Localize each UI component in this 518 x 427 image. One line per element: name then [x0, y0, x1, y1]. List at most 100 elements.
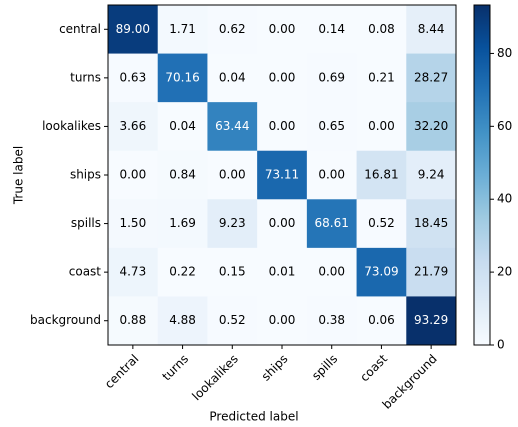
heatmap-cell: [406, 150, 457, 200]
cell-label: 0.21: [368, 70, 395, 84]
cell-label: 63.44: [215, 119, 249, 133]
cell-label: 0.00: [269, 216, 296, 230]
y-tick-label: background: [30, 313, 101, 327]
x-tick-label: lookalikes: [189, 352, 241, 404]
heatmap-cell: [306, 53, 358, 103]
y-tick-label: ships: [70, 168, 101, 182]
y-tick-label: coast: [69, 265, 102, 279]
cell-label: 0.06: [368, 313, 395, 327]
heatmap-cell: [406, 296, 457, 346]
heatmap-cell: [356, 102, 407, 152]
cell-label: 0.04: [219, 70, 246, 84]
heatmap-cell: [207, 296, 258, 346]
heatmap-cell: [257, 296, 308, 346]
cell-label: 1.69: [169, 216, 196, 230]
heatmap-cell: [207, 150, 258, 200]
cell-label: 0.88: [119, 313, 146, 327]
heatmap-cell: [207, 5, 258, 55]
y-tick-label: spills: [71, 216, 101, 230]
cell-label: 0.62: [219, 22, 246, 36]
cell-label: 28.27: [414, 70, 448, 84]
cell-label: 0.38: [318, 313, 345, 327]
heatmap-cell: [406, 102, 457, 152]
x-tick-label: ships: [259, 352, 291, 384]
heatmap-cell: [406, 199, 457, 249]
x-tick-label: central: [102, 352, 142, 392]
cell-label: 0.01: [269, 265, 296, 279]
cell-label: 3.66: [119, 119, 146, 133]
heatmap-cell: [157, 5, 208, 55]
heatmap-cell: [306, 5, 358, 55]
x-tick-label: turns: [159, 352, 191, 384]
heatmap-cell: [108, 247, 159, 297]
y-tick-label: turns: [70, 70, 101, 84]
heatmap-cell: [257, 199, 308, 249]
cell-label: 0.04: [169, 119, 196, 133]
cell-label: 0.22: [169, 265, 196, 279]
heatmap-cell: [108, 296, 159, 346]
y-tick-label: central: [59, 22, 101, 36]
cell-label: 9.23: [219, 216, 246, 230]
heatmap-cell: [207, 199, 258, 249]
heatmap-cell: [306, 199, 358, 249]
heatmap-cell: [257, 150, 308, 200]
colorbar-tick-label: 20: [497, 265, 512, 279]
cell-label: 0.00: [269, 119, 296, 133]
cell-label: 0.63: [119, 70, 146, 84]
cell-label: 1.50: [119, 216, 146, 230]
heatmap-cell: [406, 53, 457, 103]
cell-label: 0.08: [368, 22, 395, 36]
cell-label: 89.00: [116, 22, 150, 36]
colorbar-tick-label: 40: [497, 192, 512, 206]
heatmap-cell: [257, 53, 308, 103]
cell-label: 0.14: [318, 22, 345, 36]
cell-label: 8.44: [418, 22, 445, 36]
cell-label: 68.61: [315, 216, 349, 230]
heatmap-cell: [157, 247, 208, 297]
heatmap-cell: [207, 102, 258, 152]
heatmap-cell: [157, 102, 208, 152]
x-axis-label: Predicted label: [209, 410, 298, 424]
cell-label: 73.11: [265, 168, 299, 182]
cell-label: 16.81: [364, 168, 398, 182]
heatmap-cell: [306, 102, 358, 152]
heatmap-cell: [157, 199, 208, 249]
heatmap-cell: [356, 53, 407, 103]
heatmap-cell: [356, 247, 407, 297]
heatmap-cell: [157, 150, 208, 200]
cell-label: 4.73: [119, 265, 146, 279]
colorbar-tick-label: 0: [497, 338, 505, 352]
heatmap-cell: [356, 5, 407, 55]
cell-label: 0.52: [219, 313, 246, 327]
cell-label: 0.00: [269, 313, 296, 327]
cell-label: 0.00: [318, 168, 345, 182]
y-axis-label: True label: [12, 146, 26, 205]
heatmap-cell: [108, 199, 159, 249]
cell-label: 0.00: [119, 168, 146, 182]
heatmap-cell: [356, 199, 407, 249]
cell-label: 4.88: [169, 313, 196, 327]
heatmap-cell: [108, 53, 159, 103]
cell-label: 0.00: [368, 119, 395, 133]
cell-label: 0.00: [269, 22, 296, 36]
heatmap-cell: [257, 247, 308, 297]
cell-label: 0.00: [269, 70, 296, 84]
heatmap-cell: [157, 296, 208, 346]
heatmap-cell: [406, 247, 457, 297]
heatmap-cell: [257, 5, 308, 55]
cell-label: 0.84: [169, 168, 196, 182]
heatmap-cell: [406, 5, 457, 55]
cell-label: 0.00: [318, 265, 345, 279]
x-tick-label: coast: [357, 351, 390, 384]
cell-label: 1.71: [169, 22, 196, 36]
colorbar: [473, 4, 491, 346]
heatmap-cell: [108, 5, 159, 55]
colorbar-tick-label: 60: [497, 119, 512, 133]
heatmap-cell: [356, 150, 407, 200]
cell-label: 0.15: [219, 265, 246, 279]
cell-label: 70.16: [165, 70, 199, 84]
colorbar-tick-label: 80: [497, 46, 512, 60]
cell-label: 9.24: [418, 168, 445, 182]
cell-label: 21.79: [414, 265, 448, 279]
cell-label: 0.52: [368, 216, 395, 230]
